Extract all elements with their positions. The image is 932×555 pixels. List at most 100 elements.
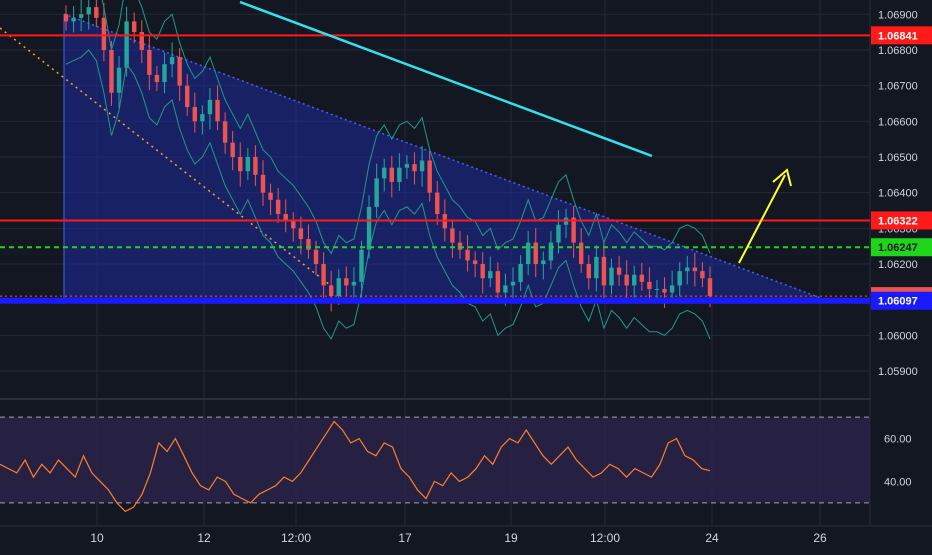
candle-body-64 <box>548 242 554 261</box>
price-axis-background <box>871 0 932 526</box>
candle-body-83 <box>692 267 698 272</box>
yellow-arrow-shaft <box>738 174 786 264</box>
candle-body-73 <box>616 267 622 275</box>
candle-body-7 <box>116 67 122 93</box>
candle-body-67 <box>571 217 576 243</box>
time-tick-label: 17 <box>398 531 412 545</box>
candle-body-80 <box>669 285 675 293</box>
price-label-tag <box>871 291 932 310</box>
candle-body-45 <box>404 164 410 168</box>
candle-body-53 <box>465 249 470 261</box>
price-label-text: 1.06322 <box>878 215 918 227</box>
price-tick-label: 1.06000 <box>878 330 918 342</box>
price-label-tag <box>871 211 932 230</box>
candle-body-79 <box>662 288 667 293</box>
candle-body-41 <box>374 178 379 207</box>
candle-body-16 <box>185 85 190 108</box>
candle-body-68 <box>579 242 584 264</box>
time-tick-label: 26 <box>813 531 827 545</box>
candle-body-61 <box>525 242 531 264</box>
price-label-tag <box>871 26 932 45</box>
time-tick-label: 12:00 <box>281 531 311 545</box>
candle-body-60 <box>518 264 523 282</box>
rsi-tick-label: 40.00 <box>884 476 912 488</box>
time-tick-label: 12 <box>197 531 211 545</box>
triangle-upper-trendline <box>63 13 829 302</box>
time-tick-label: 19 <box>504 531 518 545</box>
candle-body-29 <box>283 214 288 222</box>
candle-body-59 <box>510 281 516 286</box>
candle-body-21 <box>222 121 228 143</box>
candle-body-54 <box>472 260 478 264</box>
candle-body-0 <box>63 14 69 22</box>
rsi-band <box>0 417 870 503</box>
candle-body-22 <box>230 142 235 157</box>
candle-body-47 <box>419 160 425 172</box>
candle-body-31 <box>298 228 304 240</box>
bollinger-upper <box>101 0 711 255</box>
price-label-text: 1.06097 <box>878 296 918 308</box>
candle-body-11 <box>147 49 152 75</box>
time-tick-label: 24 <box>705 531 719 545</box>
candle-body-6 <box>109 49 114 93</box>
candle-body-46 <box>412 164 417 172</box>
price-label-text: 1.06247 <box>878 242 918 254</box>
candle-body-75 <box>632 274 637 286</box>
time-axis-background <box>0 526 932 550</box>
candle-body-44 <box>397 167 402 182</box>
candle-body-33 <box>313 249 319 264</box>
candle-body-81 <box>677 271 682 286</box>
candle-body-18 <box>200 114 205 122</box>
candle-body-17 <box>192 107 197 122</box>
candle-body-85 <box>707 278 713 297</box>
candle-body-52 <box>457 242 463 250</box>
cyan-trendline <box>239 0 653 158</box>
candle-body-12 <box>154 74 160 83</box>
price-tick-label: 1.06500 <box>878 152 918 164</box>
candle-body-13 <box>162 64 167 83</box>
drawing-layer <box>0 13 829 302</box>
candle-body-57 <box>495 271 501 293</box>
candle-body-71 <box>601 256 607 286</box>
price-tick-label: 1.06900 <box>878 9 918 21</box>
time-tick-label: 10 <box>90 531 104 545</box>
candle-body-10 <box>139 32 144 50</box>
price-tick-label: 1.06800 <box>878 45 918 57</box>
candle-body-19 <box>207 99 213 115</box>
candle-body-30 <box>291 221 296 229</box>
candle-body-70 <box>594 256 599 279</box>
price-tick-label: 1.06400 <box>878 188 918 200</box>
price-tick-label: 1.05900 <box>878 366 918 378</box>
candle-body-4 <box>94 7 99 18</box>
candle-body-69 <box>586 264 591 279</box>
candle-body-8 <box>124 21 129 68</box>
candle-body-1 <box>71 17 76 22</box>
candle-body-3 <box>86 7 91 15</box>
candle-body-26 <box>260 174 266 193</box>
candle-body-20 <box>215 99 220 122</box>
time-tick-label: 12:00 <box>590 531 620 545</box>
candle-body-49 <box>435 192 440 215</box>
price-axis[interactable]: 1.06900 1.06800 1.06700 1.06600 1.06500 1.064… <box>871 0 932 526</box>
descending-triangle <box>64 14 828 301</box>
candle-body-65 <box>556 224 561 243</box>
candle-body-27 <box>268 192 273 200</box>
candle-body-36 <box>336 278 341 297</box>
candle-body-23 <box>238 156 243 172</box>
candle-body-48 <box>427 160 432 193</box>
candle-body-39 <box>359 249 364 282</box>
candle-body-62 <box>533 242 538 264</box>
candle-body-42 <box>382 167 387 179</box>
yellow-arrow-head <box>772 168 792 187</box>
candle-body-28 <box>275 199 281 215</box>
candle-body-72 <box>609 267 614 286</box>
candle-body-34 <box>321 264 326 286</box>
candle-body-76 <box>639 274 645 282</box>
candle-body-58 <box>503 285 508 293</box>
candle-body-38 <box>351 281 357 286</box>
candle-body-63 <box>541 260 546 264</box>
price-tick-label: 1.06200 <box>878 259 918 271</box>
candle-body-43 <box>389 167 394 182</box>
time-axis[interactable]: 10 12 12:00 17 19 12:00 24 26 <box>0 525 932 550</box>
